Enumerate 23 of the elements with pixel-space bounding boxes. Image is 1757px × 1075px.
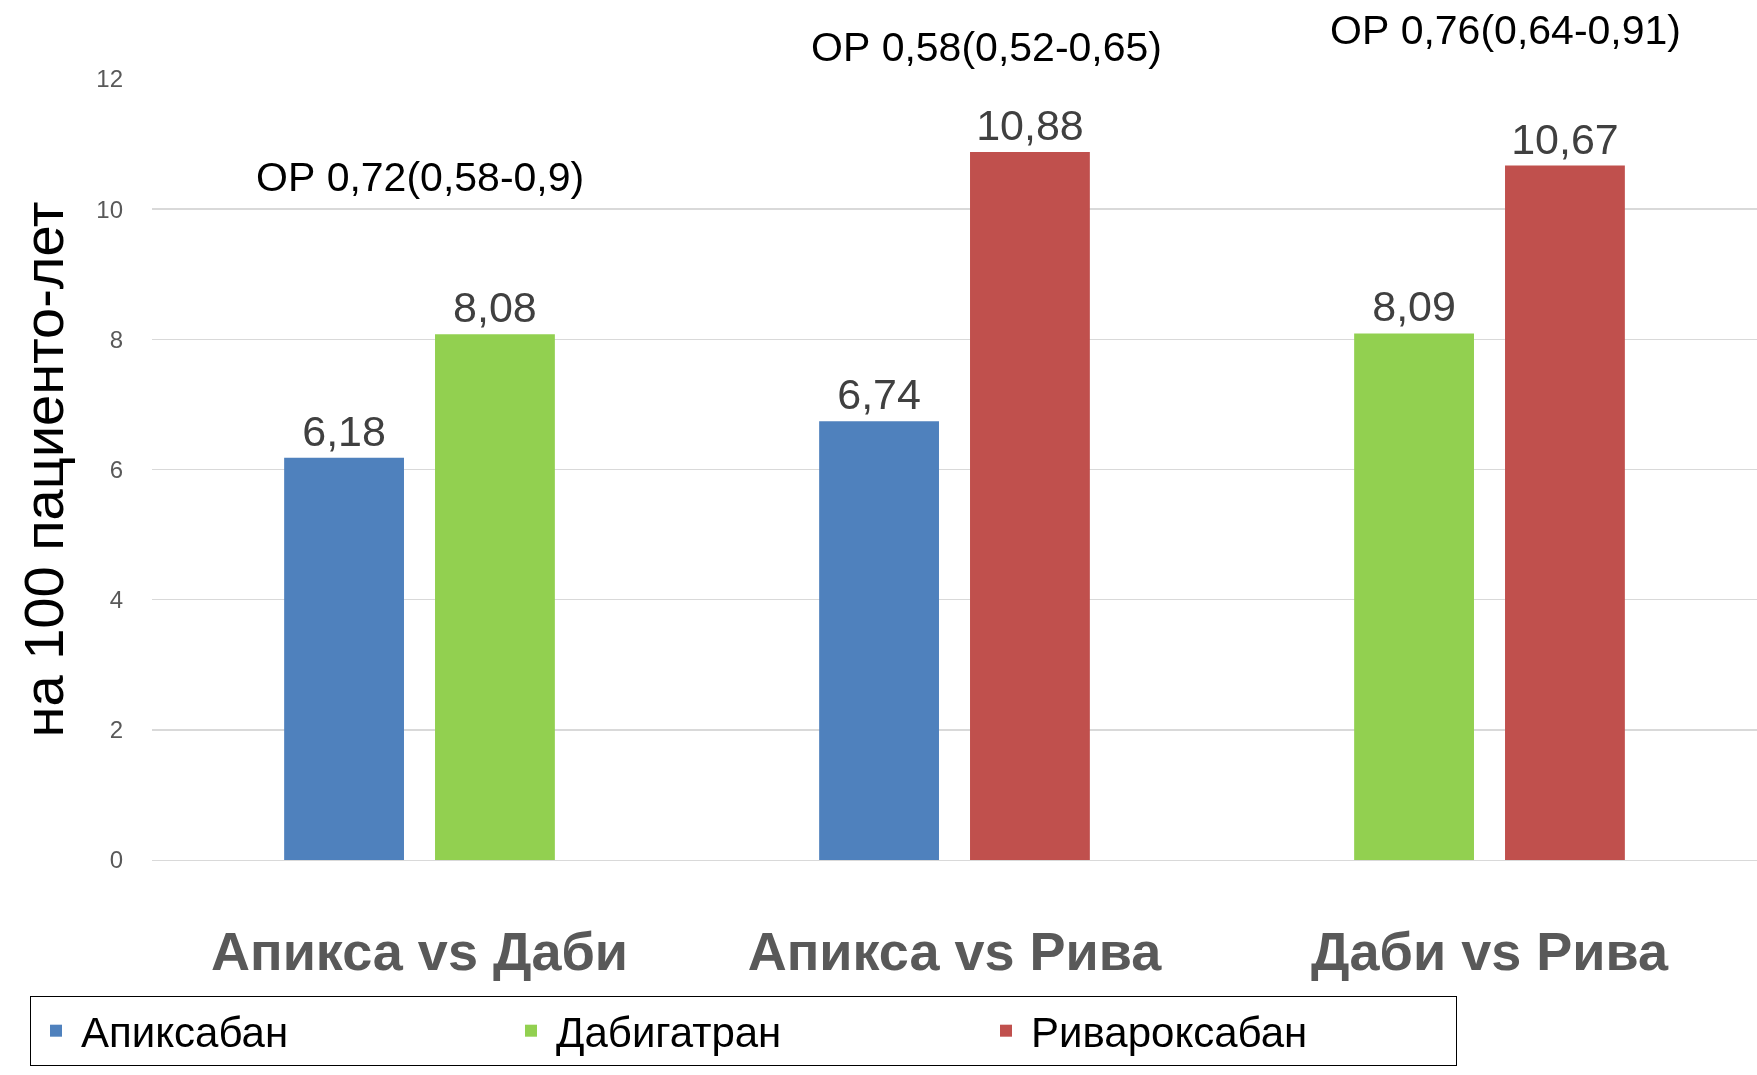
y-tick-label: 2 xyxy=(109,716,123,744)
annotation: ОР 0,72(0,58-0,9) xyxy=(256,154,585,200)
y-tick-label: 0 xyxy=(109,846,123,874)
y-tick-label: 8 xyxy=(109,325,123,353)
x-tick-label: Даби vs Рива xyxy=(1311,920,1669,981)
y-axis-title: на 100 пациенто-лет xyxy=(12,201,76,738)
legend-label: Апиксабан xyxy=(81,1009,289,1057)
data-label: 6,18 xyxy=(302,406,386,455)
text: ОР 0,76(0,64-0,91) xyxy=(1330,7,1681,53)
y-tick-label: 10 xyxy=(96,195,123,223)
data-label: 8,08 xyxy=(453,283,537,332)
data-label: 6,74 xyxy=(837,370,921,419)
x-tick-label: Апикса vs Рива xyxy=(747,920,1163,981)
data-label: 10,88 xyxy=(976,100,1084,149)
y-tick-label: 4 xyxy=(109,586,123,614)
data-label: 8,09 xyxy=(1372,282,1456,331)
y-tick-label: 12 xyxy=(96,65,123,93)
legend-label: Дабигатран xyxy=(556,1009,782,1057)
text: ОР 0,58(0,52-0,65) xyxy=(811,24,1162,70)
data-label: 10,67 xyxy=(1511,114,1619,163)
y-tick-label: 6 xyxy=(109,455,123,483)
legend-label: Ривароксабан xyxy=(1031,1009,1308,1057)
x-tick-label: Апикса vs Даби xyxy=(211,920,628,981)
